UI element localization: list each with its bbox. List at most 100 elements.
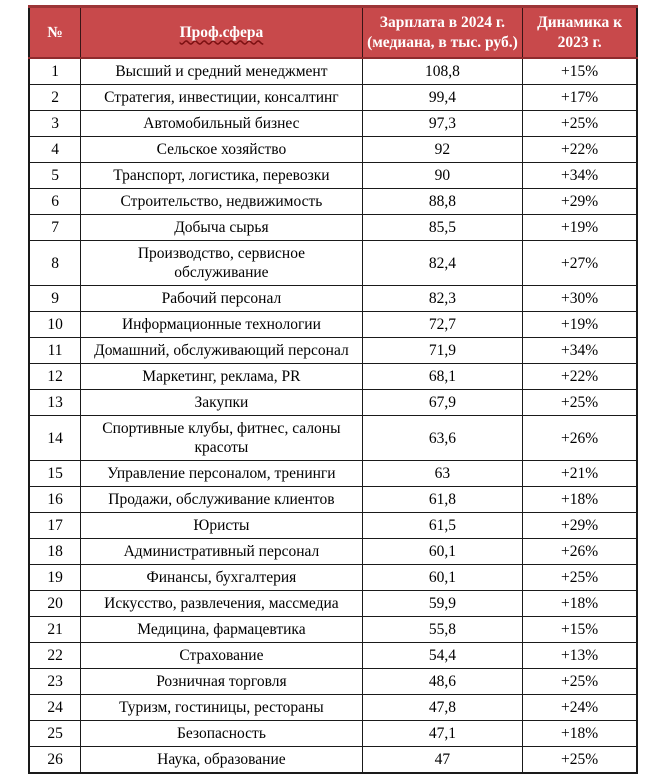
salary-cell: 47: [361, 746, 524, 774]
dynamics-cell: +21%: [522, 460, 638, 487]
dynamics-cell: +25%: [522, 110, 638, 137]
row-number-cell: 15: [28, 460, 82, 487]
row-number-cell: 9: [28, 285, 82, 312]
table-row: 26 Наука, образование 47 +25%: [28, 746, 638, 774]
salary-cell: 68,1: [361, 363, 524, 390]
row-number-cell: 24: [28, 694, 82, 721]
column-header-dynamics: Динамика к 2023 г.: [522, 5, 638, 59]
sphere-cell: Туризм, гостиницы, рестораны: [80, 694, 363, 721]
table-row: 7 Добыча сырья 85,5 +19%: [28, 214, 638, 241]
salary-cell: 92: [361, 136, 524, 163]
dynamics-cell: +27%: [522, 240, 638, 286]
sphere-cell: Производство, сервисное обслуживание: [80, 240, 363, 286]
row-number-cell: 10: [28, 311, 82, 338]
dynamics-cell: +18%: [522, 486, 638, 513]
row-number-cell: 14: [28, 415, 82, 461]
sphere-cell: Высший и средний менеджмент: [80, 57, 363, 85]
sphere-cell: Розничная торговля: [80, 668, 363, 695]
table-row: 6 Строительство, недвижимость 88,8 +29%: [28, 188, 638, 215]
salary-cell: 71,9: [361, 337, 524, 364]
salary-cell: 61,8: [361, 486, 524, 513]
dynamics-cell: +22%: [522, 136, 638, 163]
column-header-dynamics-line2: 2023 г.: [557, 33, 602, 51]
row-number-cell: 3: [28, 110, 82, 137]
row-number-cell: 7: [28, 214, 82, 241]
table-header: № Проф.сфера Зарплата в 2024 г. (медиана…: [28, 5, 638, 59]
dynamics-cell: +22%: [522, 363, 638, 390]
dynamics-cell: +25%: [522, 746, 638, 774]
dynamics-cell: +19%: [522, 214, 638, 241]
table-row: 2 Стратегия, инвестиции, консалтинг 99,4…: [28, 84, 638, 111]
salary-cell: 60,1: [361, 538, 524, 565]
dynamics-cell: +34%: [522, 162, 638, 189]
salary-cell: 54,4: [361, 642, 524, 669]
table-row: 25 Безопасность 47,1 +18%: [28, 720, 638, 747]
header-row: № Проф.сфера Зарплата в 2024 г. (медиана…: [28, 5, 638, 59]
sphere-cell: Маркетинг, реклама, PR: [80, 363, 363, 390]
row-number-cell: 22: [28, 642, 82, 669]
sphere-cell: Наука, образование: [80, 746, 363, 774]
table-row: 4 Сельское хозяйство 92 +22%: [28, 136, 638, 163]
sphere-cell: Спортивные клубы, фитнес, салоны красоты: [80, 415, 363, 461]
table-row: 1 Высший и средний менеджмент 108,8 +15%: [28, 57, 638, 85]
table-row: 21 Медицина, фармацевтика 55,8 +15%: [28, 616, 638, 643]
dynamics-cell: +18%: [522, 720, 638, 747]
row-number-cell: 25: [28, 720, 82, 747]
table-row: 5 Транспорт, логистика, перевозки 90 +34…: [28, 162, 638, 189]
sphere-cell: Информационные технологии: [80, 311, 363, 338]
salary-cell: 63,6: [361, 415, 524, 461]
sphere-cell: Юристы: [80, 512, 363, 539]
salary-cell: 47,8: [361, 694, 524, 721]
row-number-cell: 2: [28, 84, 82, 111]
sphere-cell: Транспорт, логистика, перевозки: [80, 162, 363, 189]
table-row: 17 Юристы 61,5 +29%: [28, 512, 638, 539]
column-header-dynamics-line1: Динамика к: [537, 13, 623, 31]
column-header-salary: Зарплата в 2024 г. (медиана, в тыс. руб.…: [361, 5, 524, 59]
row-number-cell: 6: [28, 188, 82, 215]
sphere-cell: Домашний, обслуживающий персонал: [80, 337, 363, 364]
salary-cell: 82,4: [361, 240, 524, 286]
salary-cell: 97,3: [361, 110, 524, 137]
dynamics-cell: +19%: [522, 311, 638, 338]
salary-table: № Проф.сфера Зарплата в 2024 г. (медиана…: [28, 5, 638, 774]
sphere-cell: Добыча сырья: [80, 214, 363, 241]
salary-cell: 55,8: [361, 616, 524, 643]
dynamics-cell: +26%: [522, 538, 638, 565]
dynamics-cell: +29%: [522, 512, 638, 539]
row-number-cell: 18: [28, 538, 82, 565]
table-row: 13 Закупки 67,9 +25%: [28, 389, 638, 416]
dynamics-cell: +15%: [522, 57, 638, 85]
table-body: 1 Высший и средний менеджмент 108,8 +15%…: [28, 57, 638, 774]
salary-cell: 67,9: [361, 389, 524, 416]
table-row: 16 Продажи, обслуживание клиентов 61,8 +…: [28, 486, 638, 513]
column-header-sphere: Проф.сфера: [80, 5, 363, 59]
row-number-cell: 17: [28, 512, 82, 539]
dynamics-cell: +26%: [522, 415, 638, 461]
sphere-cell: Автомобильный бизнес: [80, 110, 363, 137]
dynamics-cell: +29%: [522, 188, 638, 215]
salary-cell: 88,8: [361, 188, 524, 215]
sphere-cell: Финансы, бухгалтерия: [80, 564, 363, 591]
dynamics-cell: +25%: [522, 668, 638, 695]
table-row: 22 Страхование 54,4 +13%: [28, 642, 638, 669]
row-number-cell: 1: [28, 57, 82, 85]
row-number-cell: 12: [28, 363, 82, 390]
row-number-cell: 19: [28, 564, 82, 591]
salary-cell: 108,8: [361, 57, 524, 85]
sphere-cell: Медицина, фармацевтика: [80, 616, 363, 643]
row-number-cell: 13: [28, 389, 82, 416]
salary-cell: 60,1: [361, 564, 524, 591]
row-number-cell: 4: [28, 136, 82, 163]
dynamics-cell: +18%: [522, 590, 638, 617]
salary-cell: 48,6: [361, 668, 524, 695]
table-row: 11 Домашний, обслуживающий персонал 71,9…: [28, 337, 638, 364]
table-row: 15 Управление персоналом, тренинги 63 +2…: [28, 460, 638, 487]
column-header-salary-line1: Зарплата в 2024 г.: [379, 13, 506, 31]
sphere-cell: Строительство, недвижимость: [80, 188, 363, 215]
table-row: 18 Административный персонал 60,1 +26%: [28, 538, 638, 565]
table-row: 12 Маркетинг, реклама, PR 68,1 +22%: [28, 363, 638, 390]
salary-cell: 85,5: [361, 214, 524, 241]
dynamics-cell: +30%: [522, 285, 638, 312]
table-row: 20 Искусство, развлечения, массмедиа 59,…: [28, 590, 638, 617]
sphere-cell: Рабочий персонал: [80, 285, 363, 312]
